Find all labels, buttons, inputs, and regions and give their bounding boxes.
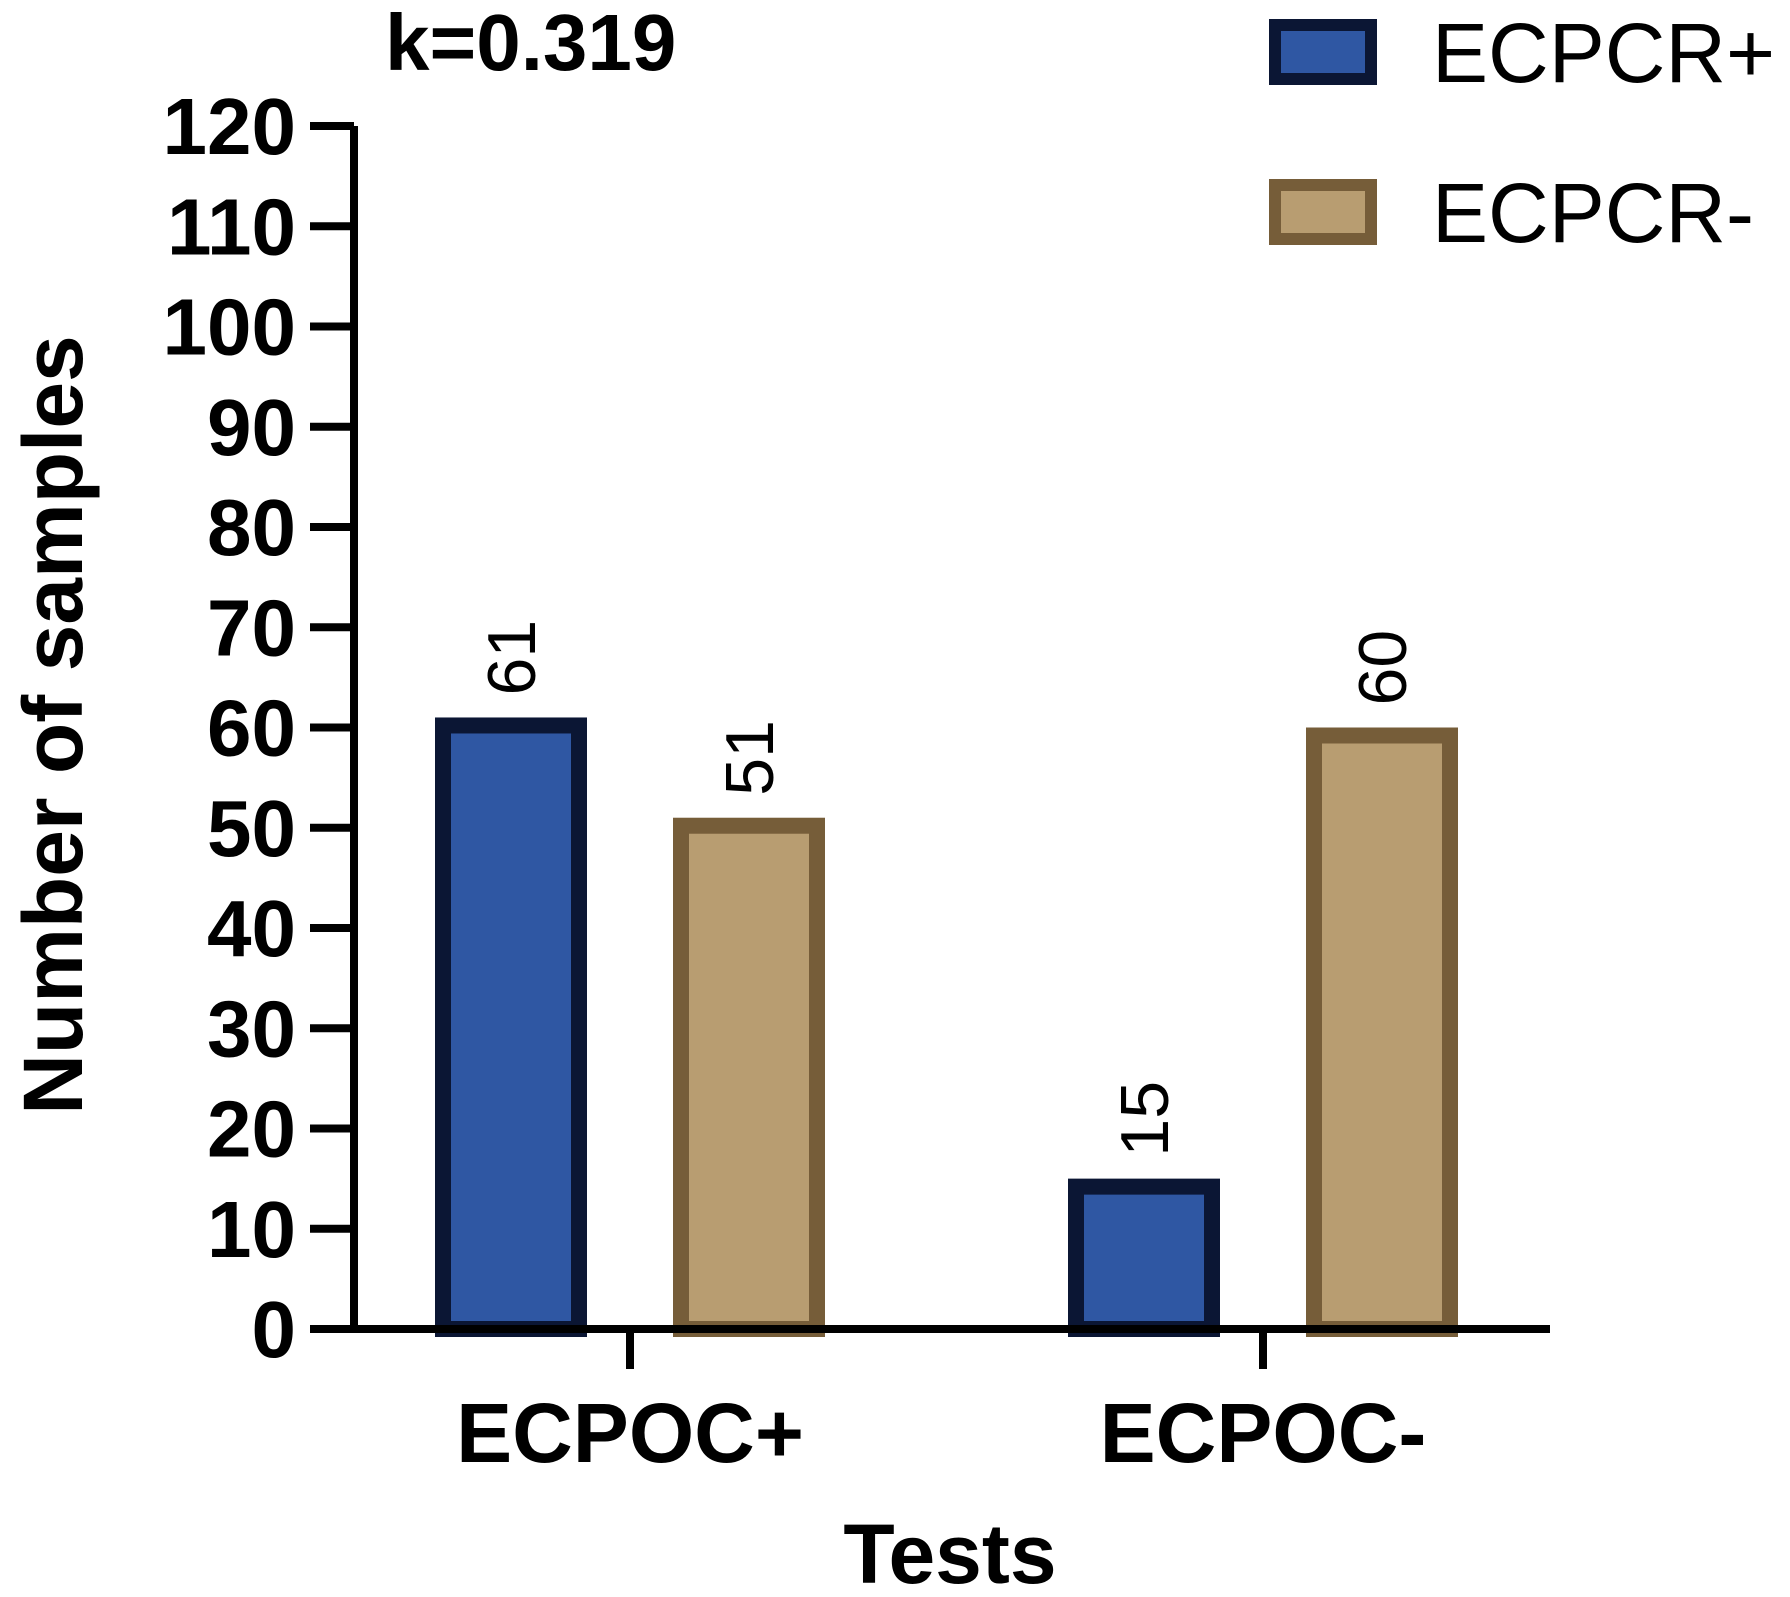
kappa-annotation: k=0.319 xyxy=(385,0,676,87)
y-tick-label: 110 xyxy=(167,182,296,271)
y-tick-label: 80 xyxy=(207,483,296,572)
legend-label: ECPCR+ xyxy=(1432,6,1775,100)
y-tick-label: 40 xyxy=(207,884,296,973)
y-tick-label: 10 xyxy=(207,1185,296,1274)
bar-ECPCR+-ECPOC- xyxy=(1068,1178,1220,1337)
y-tick-label: 100 xyxy=(163,283,296,372)
bar-ECPCR--ECPOC- xyxy=(1306,727,1458,1337)
x-axis-ticks: ECPOC+ ECPOC- xyxy=(456,1329,1426,1480)
data-label: 60 xyxy=(1345,630,1421,706)
x-tick-label: ECPOC+ xyxy=(456,1386,804,1480)
legend: ECPCR+ ECPCR- xyxy=(1269,6,1775,260)
data-label: 15 xyxy=(1107,1081,1183,1157)
bar-ECPCR--ECPOC+ xyxy=(673,817,825,1337)
y-axis-title: Number of samples xyxy=(6,335,100,1115)
data-labels: 61 15 51 60 xyxy=(474,620,1421,1157)
legend-label: ECPCR- xyxy=(1432,166,1754,260)
y-axis-ticks: 0 10 20 30 40 50 60 70 80 90 100 110 120 xyxy=(163,82,354,1374)
y-tick-label: 30 xyxy=(207,984,296,1073)
y-tick-label: 90 xyxy=(207,383,296,472)
bars xyxy=(435,717,1458,1337)
y-tick-label: 60 xyxy=(207,684,296,773)
y-tick-label: 20 xyxy=(207,1085,296,1174)
y-tick-label: 0 xyxy=(252,1285,297,1374)
x-axis-title: Tests xyxy=(843,1507,1056,1597)
y-tick-label: 50 xyxy=(207,784,296,873)
y-tick-label: 120 xyxy=(163,82,296,171)
y-tick-label: 70 xyxy=(207,583,296,672)
legend-swatch xyxy=(1269,19,1377,85)
data-label: 61 xyxy=(474,620,550,696)
data-label: 51 xyxy=(712,720,788,796)
legend-swatch xyxy=(1269,179,1377,245)
x-tick-label: ECPOC- xyxy=(1100,1386,1427,1480)
bar-ECPCR+-ECPOC+ xyxy=(435,717,587,1337)
